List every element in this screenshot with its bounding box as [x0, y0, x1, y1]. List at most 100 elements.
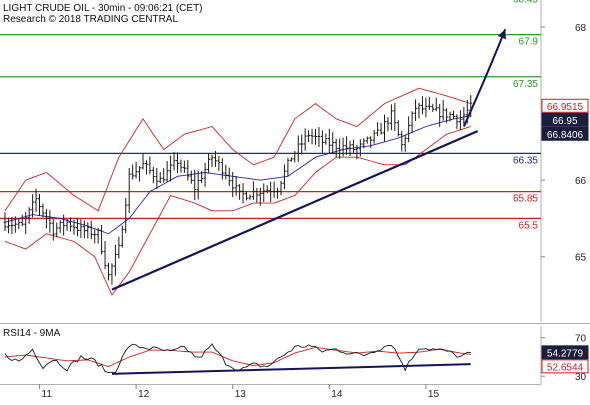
price-bar: [220, 158, 224, 180]
price-bar: [27, 207, 31, 224]
price-bar: [172, 152, 176, 171]
price-bar: [355, 145, 359, 160]
price-tag-label: 66.8406: [547, 130, 584, 141]
price-bar: [327, 128, 331, 154]
price-bar: [393, 102, 397, 131]
price-bar: [458, 110, 462, 131]
price-bar: [445, 108, 449, 123]
bollinger-lower-line: [4, 126, 471, 296]
price-bar: [207, 153, 211, 173]
price-bar: [96, 227, 100, 244]
price-bar: [224, 164, 228, 180]
y-tick-label: 66: [575, 176, 587, 187]
price-bar: [276, 187, 280, 199]
price-bar: [320, 130, 324, 153]
price-bar: [148, 156, 152, 175]
price-bar: [289, 157, 293, 162]
price-axis-ticks: 65666768: [541, 23, 587, 264]
price-bar: [262, 183, 266, 203]
price-bar: [24, 211, 28, 235]
price-bar: [210, 154, 214, 167]
level-label: 65.85: [513, 194, 538, 205]
price-bar: [213, 150, 217, 167]
price-bar: [338, 138, 342, 159]
price-bar: [93, 229, 97, 244]
price-tag-label: 66.95: [552, 116, 577, 127]
price-bar: [241, 183, 245, 204]
price-bar: [86, 222, 90, 239]
price-bar: [362, 138, 366, 149]
price-bar: [358, 139, 362, 157]
price-bar: [217, 155, 221, 171]
price-bar: [300, 134, 304, 155]
price-bar: [389, 104, 393, 131]
price-bar: [131, 164, 135, 180]
price-bar: [31, 194, 35, 218]
price-bar: [424, 97, 428, 118]
price-bar: [258, 187, 262, 206]
price-bar: [407, 116, 411, 143]
price-bar: [169, 155, 173, 182]
price-bar: [117, 236, 121, 259]
price-bar: [113, 244, 117, 276]
x-tick-label: 13: [235, 389, 247, 400]
price-bars: [3, 95, 473, 285]
price-bar: [3, 212, 7, 232]
price-bar: [420, 96, 424, 115]
price-bar: [72, 219, 76, 235]
price-bar: [351, 139, 355, 153]
price-bar: [65, 219, 69, 231]
price-bar: [341, 137, 345, 157]
level-label: 67.35: [513, 79, 538, 90]
price-bar: [124, 197, 128, 233]
price-bar: [400, 130, 404, 152]
price-bar: [10, 216, 14, 235]
price-bar: [331, 132, 335, 154]
price-bar: [427, 96, 431, 110]
rsi-y-tick-label: 70: [575, 334, 587, 345]
price-bar: [372, 129, 376, 144]
price-bar: [448, 111, 452, 122]
price-bar: [279, 180, 283, 196]
price-bar: [255, 188, 259, 203]
price-bar: [165, 161, 169, 182]
price-bar: [414, 99, 418, 121]
price-bar: [434, 97, 438, 112]
price-bar: [227, 167, 231, 187]
rsi-y-tick-label: 30: [575, 372, 587, 383]
price-bar: [462, 106, 466, 125]
level-label: 67.9: [519, 37, 539, 48]
price-tag-box: [541, 112, 589, 127]
price-bar: [162, 168, 166, 183]
price-bar: [248, 194, 252, 200]
price-bar: [62, 214, 66, 236]
price-bar: [314, 128, 317, 145]
price-bar: [231, 172, 235, 197]
price-bar: [38, 193, 41, 216]
level-label: 65.5: [519, 220, 539, 231]
rsi-tag-label: 54.2779: [547, 348, 584, 359]
price-bar: [317, 127, 321, 148]
price-bar: [6, 217, 10, 234]
price-bar: [48, 210, 52, 233]
price-bar: [455, 114, 459, 130]
support-trendline: [111, 130, 479, 291]
projection-arrow: [462, 28, 507, 127]
price-bar: [251, 181, 255, 201]
price-bar: [179, 159, 183, 173]
price-bar: [69, 217, 73, 232]
chart-title: LIGHT CRUDE OIL - 30min - 09:06:21 (CET): [3, 3, 203, 14]
price-bar: [383, 114, 386, 142]
price-bar: [200, 170, 204, 184]
price-bar: [127, 168, 131, 213]
price-bar: [176, 152, 179, 173]
bollinger-upper-line: [4, 87, 471, 212]
price-bar: [303, 128, 307, 151]
price-bar: [417, 102, 421, 119]
rsi-tag-box: [541, 345, 589, 360]
price-bar: [51, 219, 55, 241]
x-tick-label: 14: [331, 389, 343, 400]
